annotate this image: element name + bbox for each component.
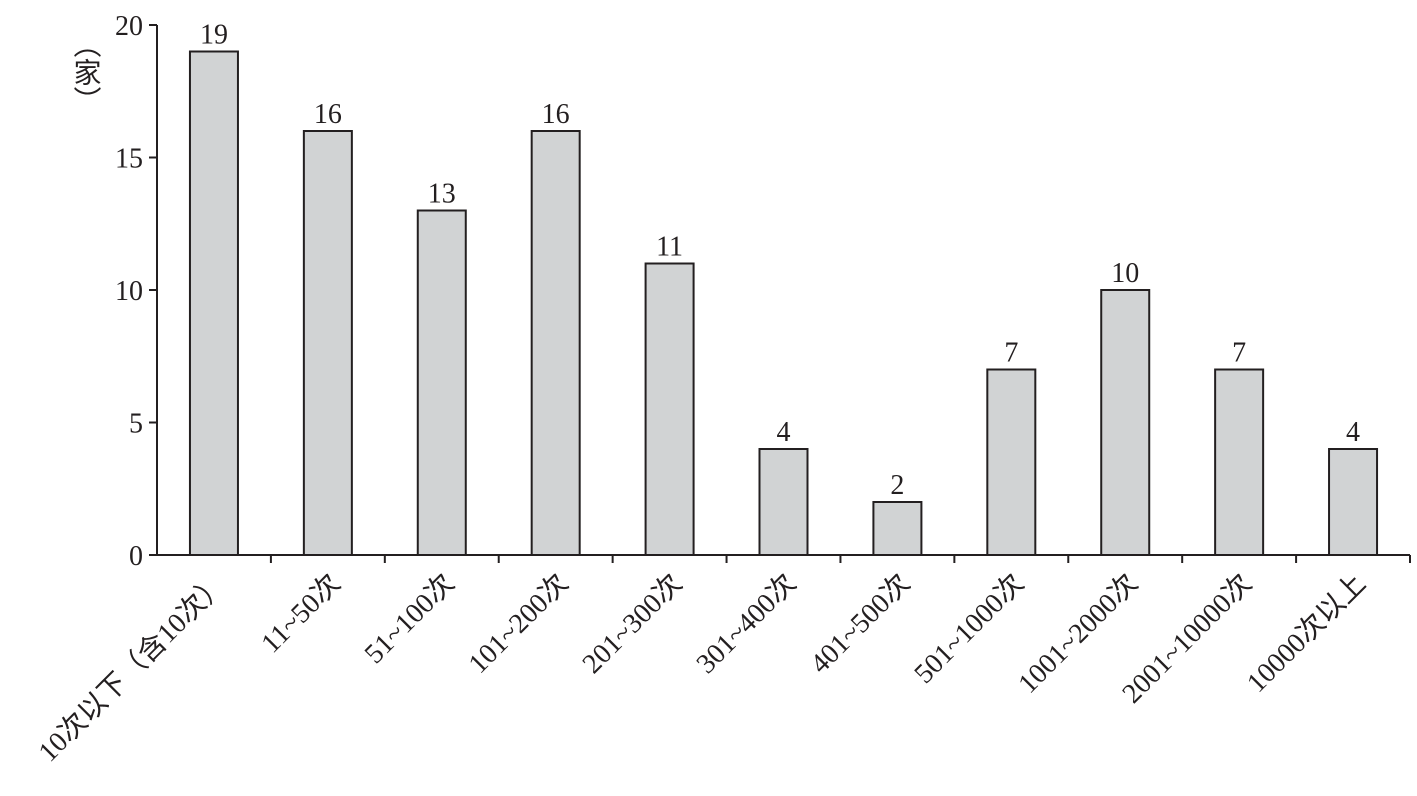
value-label: 16	[314, 99, 342, 130]
bar	[530, 130, 581, 556]
value-label: 10	[1111, 258, 1139, 289]
x-tick-label: 10次以下（含10次）	[32, 567, 233, 768]
value-label: 7	[1004, 338, 1018, 369]
value-label: 4	[777, 417, 791, 448]
value-label: 11	[656, 232, 683, 263]
value-label: 2	[890, 470, 904, 501]
y-tick-label: 10	[115, 276, 143, 307]
bar	[302, 130, 353, 556]
bar	[758, 448, 809, 556]
x-tick-label: 201~300次	[576, 567, 689, 680]
value-label: 13	[428, 179, 456, 210]
y-axis-label: （家）	[70, 30, 102, 114]
x-tick-label: 401~500次	[804, 567, 917, 680]
y-tick-label: 0	[129, 541, 143, 572]
bar	[1328, 448, 1379, 556]
y-tick-label: 15	[115, 144, 143, 175]
bar	[872, 501, 923, 556]
y-tick-label: 20	[115, 11, 143, 42]
bar	[416, 209, 467, 556]
bar	[644, 262, 695, 556]
x-tick-label: 501~1000次	[908, 567, 1030, 689]
x-tick-label: 301~400次	[690, 567, 803, 680]
bar	[986, 368, 1037, 556]
value-label: 19	[200, 20, 228, 51]
bar	[188, 50, 239, 556]
value-label: 4	[1346, 417, 1360, 448]
value-label: 7	[1232, 338, 1246, 369]
x-tick-label: 10000次以上	[1240, 567, 1372, 699]
bar	[1214, 368, 1265, 556]
y-tick-label: 5	[129, 409, 143, 440]
x-tick-label: 51~100次	[358, 567, 461, 670]
x-tick-label: 101~200次	[462, 567, 575, 680]
x-tick-label: 11~50次	[255, 567, 347, 659]
value-label: 16	[542, 99, 570, 130]
bar	[1100, 289, 1151, 556]
